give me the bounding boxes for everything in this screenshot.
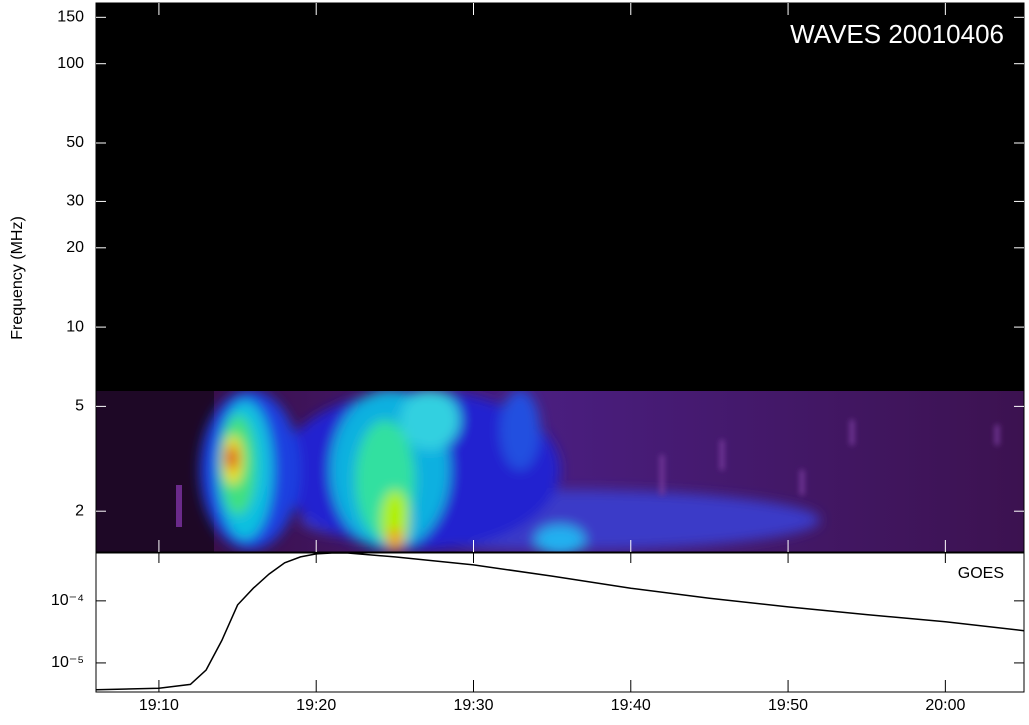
- x-tick-label: 19:50: [768, 697, 808, 714]
- goes-label: GOES: [958, 565, 1004, 582]
- chart-title: WAVES 20010406: [790, 19, 1004, 49]
- y-tick-label: 50: [66, 134, 84, 151]
- goes-frame: [95, 552, 1025, 693]
- y-axis-label: Frequency (MHz): [9, 216, 26, 340]
- y-tick-label: 150: [57, 9, 84, 26]
- x-tick-label: 19:40: [611, 697, 651, 714]
- y-tick-label: 100: [57, 55, 84, 72]
- spectrogram-frame: [95, 2, 1025, 553]
- x-tick-label: 19:20: [296, 697, 336, 714]
- x-tick-label: 19:10: [139, 697, 179, 714]
- spectrogram-image: [96, 391, 1024, 552]
- y-tick-label: 30: [66, 193, 84, 210]
- x-tick-label: 20:00: [925, 697, 965, 714]
- y-tick-label: 10⁻⁴: [51, 592, 84, 609]
- y-tick-label: 10: [66, 318, 84, 335]
- x-tick-label: 19:30: [453, 697, 493, 714]
- goes-curve: [95, 552, 1025, 691]
- y-tick-label: 10⁻⁵: [51, 654, 84, 671]
- y-tick-label: 2: [75, 502, 84, 519]
- y-tick-label: 5: [75, 398, 84, 415]
- y-tick-label: 20: [66, 239, 84, 256]
